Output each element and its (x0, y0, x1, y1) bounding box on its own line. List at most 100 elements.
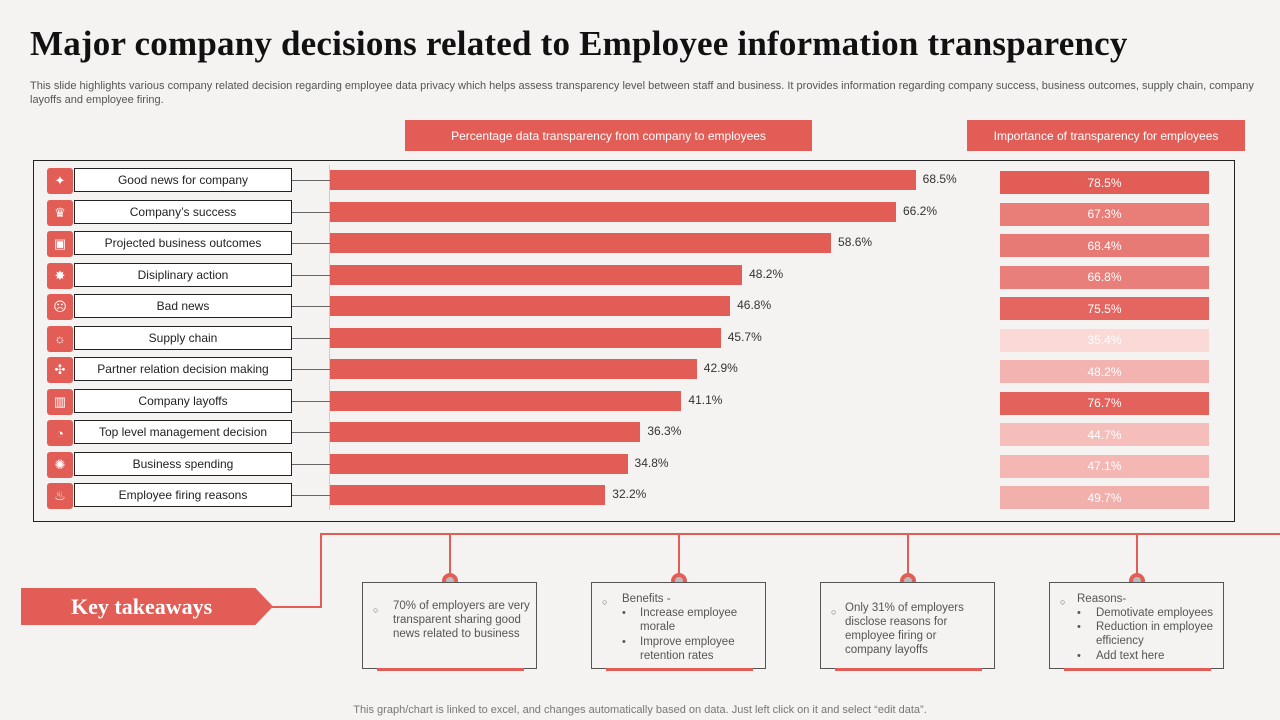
card-drop-line (678, 534, 680, 574)
chart-up-icon: ✦ (47, 168, 73, 194)
row-connector (292, 463, 330, 465)
takeaway-card-4: ○ Reasons- • Demotivate employees • Redu… (1049, 582, 1224, 669)
card-item: Increase employee morale (640, 607, 738, 633)
importance-value-cell: 76.7% (1000, 391, 1209, 415)
bullet-icon: • (622, 636, 626, 648)
card-drop-line (907, 534, 909, 574)
takeaway-connector (320, 533, 1280, 535)
transparency-value-label: 46.8% (737, 298, 772, 312)
transparency-bar (330, 170, 916, 190)
transparency-bar (330, 201, 896, 222)
category-label: Company’s success (74, 199, 292, 224)
row-connector (292, 432, 330, 433)
importance-value-cell: 67.3% (1000, 202, 1209, 226)
briefcase-icon: ▣ (47, 231, 73, 257)
bullet-icon: • (1077, 607, 1081, 619)
category-label: Good news for company (74, 168, 292, 192)
building-icon: ▥ (47, 388, 73, 415)
row-connector (292, 211, 330, 213)
importance-header: Importance of transparency for employees (967, 120, 1245, 151)
importance-value-cell: 66.8% (1000, 265, 1209, 289)
card-accent (606, 668, 753, 671)
category-label: Projected business outcomes (74, 231, 292, 255)
transparency-value-label: 42.9% (703, 361, 738, 375)
importance-value-cell: 68.4% (1000, 234, 1209, 257)
transparency-value-label: 68.5% (922, 172, 957, 186)
row-connector (292, 369, 330, 370)
key-takeaways-ribbon: Key takeaways (21, 588, 273, 625)
importance-value-cell: 75.5% (1000, 297, 1209, 320)
transparency-bar (330, 453, 628, 474)
card-text: Only 31% of employers disclose reasons f… (845, 602, 964, 656)
transparency-bar (330, 422, 641, 442)
category-label: Top level management decision (74, 420, 292, 444)
importance-value-cell: 44.7% (1000, 423, 1209, 446)
card-accent (835, 668, 982, 671)
category-label: Disiplinary action (74, 262, 292, 287)
card-accent (1064, 668, 1211, 671)
network-icon: ✣ (47, 357, 73, 383)
footer-note: This graph/chart is linked to excel, and… (353, 704, 927, 716)
row-connector (292, 495, 330, 496)
category-label: Employee firing reasons (74, 483, 292, 507)
transparency-value-label: 34.8% (634, 455, 669, 470)
page-title: Major company decisions related to Emplo… (30, 24, 1128, 63)
category-label: Bad news (74, 294, 292, 318)
row-connector (292, 274, 330, 276)
page-subtitle: This slide highlights various company re… (30, 80, 1254, 106)
row-connector (292, 400, 330, 402)
card-item: Improve employee retention rates (640, 636, 735, 662)
transparency-bar (330, 296, 731, 316)
bullet-icon: ○ (602, 597, 608, 607)
bullet-icon: • (1077, 621, 1081, 633)
fire-icon: ♨ (47, 483, 73, 509)
row-connector (292, 337, 330, 339)
transparency-value-label: 58.6% (838, 235, 873, 249)
category-label: Partner relation decision making (74, 357, 292, 381)
bullet-icon: ○ (373, 605, 379, 615)
card-heading: Benefits - (622, 593, 671, 605)
importance-value-cell: 48.2% (1000, 360, 1209, 383)
trophy-icon: ♛ (47, 199, 73, 226)
card-accent (377, 668, 524, 671)
importance-value-cell: 49.7% (1000, 486, 1209, 509)
card-item: Reduction in employee efficiency (1096, 621, 1213, 647)
card-heading: Reasons- (1077, 593, 1127, 605)
transparency-bar (330, 359, 697, 379)
transparency-bar (330, 485, 606, 505)
row-connector (292, 180, 330, 181)
category-label: Company layoffs (74, 388, 292, 413)
transparency-bar (330, 233, 832, 253)
card-drop-line (449, 534, 451, 574)
hub-icon: ✺ (47, 451, 73, 478)
card-item: Add text here (1096, 650, 1165, 662)
category-label: Supply chain (74, 325, 292, 350)
pie-chart-icon: ◔ (47, 420, 73, 446)
category-label: Business spending (74, 451, 292, 476)
bullet-icon: ○ (1060, 597, 1066, 607)
card-text: 70% of employers are very transparent sh… (393, 600, 530, 640)
takeaway-card-3: ○ Only 31% of employers disclose reasons… (820, 582, 995, 669)
transparency-value-label: 66.2% (903, 203, 938, 218)
chart-frame (33, 160, 1235, 522)
takeaway-connector-vertical (320, 533, 322, 607)
bullet-icon: ○ (831, 607, 837, 617)
transparency-value-label: 32.2% (612, 487, 647, 501)
importance-value-cell: 78.5% (1000, 171, 1209, 194)
transparency-bar (330, 327, 721, 348)
bullet-icon: • (1077, 650, 1081, 662)
row-connector (292, 306, 330, 307)
bullet-icon: • (622, 607, 626, 619)
sun-gear-icon: ☼ (47, 325, 73, 352)
transparency-value-label: 48.2% (749, 266, 784, 281)
card-item: Demotivate employees (1096, 607, 1213, 619)
gear-burst-icon: ✸ (47, 262, 73, 289)
row-connector (292, 243, 330, 244)
transparency-value-label: 45.7% (727, 329, 762, 344)
sad-face-icon: ☹ (47, 294, 73, 320)
importance-value-cell: 35.4% (1000, 328, 1209, 352)
card-drop-line (1136, 534, 1138, 574)
importance-value-cell: 47.1% (1000, 454, 1209, 478)
takeaway-connector-left (272, 606, 322, 608)
transparency-value-label: 36.3% (647, 424, 682, 438)
